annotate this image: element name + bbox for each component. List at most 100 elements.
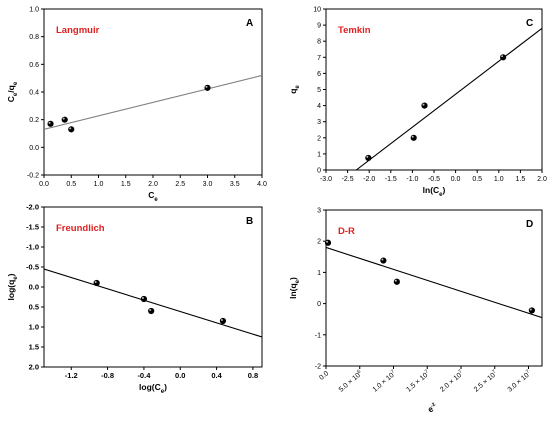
y-tick-label: -0.2 <box>27 173 39 180</box>
panel-letter: B <box>246 216 253 227</box>
data-point <box>528 307 535 314</box>
x-tick-label: 0.0 <box>451 176 461 183</box>
x-tick-label: 4.0 <box>257 181 267 188</box>
fit-line <box>355 27 542 170</box>
y-tick-label: 2 <box>317 239 321 246</box>
y-tick-label: 8 <box>317 39 321 46</box>
y-axis-label: log(qe) <box>6 273 19 300</box>
y-tick-label: 1.5 <box>29 343 39 352</box>
data-point <box>140 295 148 303</box>
x-tick-label: 0.5 <box>472 176 482 183</box>
data-point <box>393 278 400 285</box>
y-tick-label: 0.5 <box>29 303 39 312</box>
data-point <box>365 154 372 162</box>
x-tick-label: -3.0 <box>320 176 332 183</box>
x-tick-label: 0.8 <box>248 371 258 380</box>
y-tick-label: 9 <box>317 23 321 30</box>
x-tick-label: 0.0 <box>175 371 185 380</box>
x-tick-label: -1.2 <box>65 371 78 380</box>
x-tick-label: 2.5 × 107 <box>472 368 500 393</box>
y-tick-label: -1 <box>315 332 321 339</box>
data-point-highlight <box>149 309 152 311</box>
y-tick-label: -0.5 <box>26 263 39 272</box>
y-tick-label: 0.2 <box>29 117 39 124</box>
x-tick-label: 0.5 <box>66 181 76 188</box>
y-tick-label: 3 <box>317 119 321 126</box>
y-tick-label: 0 <box>317 168 321 175</box>
data-point-highlight <box>48 121 51 124</box>
x-tick-label: 2.0 <box>537 176 547 183</box>
y-tick-label: 5 <box>317 87 321 94</box>
panel-letter: D <box>526 219 533 230</box>
data-point-highlight <box>69 127 72 130</box>
model-label: Langmuir <box>56 25 100 36</box>
data-point-highlight <box>220 319 223 321</box>
y-tick-label: 0.6 <box>29 62 39 69</box>
x-tick-label: 2.0 <box>148 181 158 188</box>
model-label: Temkin <box>338 25 371 36</box>
data-point <box>47 120 54 127</box>
data-point <box>324 239 332 246</box>
y-axis-label: ln(qe) <box>288 277 301 299</box>
x-tick-label: 5.0 × 106 <box>337 368 365 393</box>
x-tick-label: 0.0 <box>39 181 49 188</box>
data-point-highlight <box>422 103 425 106</box>
data-point-highlight <box>62 117 65 120</box>
y-tick-label: 4 <box>317 103 321 110</box>
x-tick-label: 1.5 × 107 <box>404 368 432 393</box>
x-tick-label: 1.5 <box>516 176 526 183</box>
x-tick-label: 3.0 <box>203 181 213 188</box>
data-point-highlight <box>94 281 97 283</box>
x-tick-label: 3.5 <box>230 181 240 188</box>
y-axis-label: qe <box>288 85 301 94</box>
x-axis-label: Ce <box>148 190 158 203</box>
panel-letter: C <box>526 18 533 29</box>
fit-line <box>326 246 542 319</box>
data-point-highlight <box>501 55 504 58</box>
x-tick-label: 0.0 <box>318 370 330 382</box>
fit-line <box>44 268 262 338</box>
data-point-highlight <box>411 135 414 138</box>
x-tick-label: 0.4 <box>211 371 222 380</box>
y-tick-label: 2.0 <box>29 363 39 372</box>
data-point <box>500 54 507 61</box>
y-tick-label: 2 <box>317 135 321 142</box>
x-tick-label: 2.0 × 107 <box>438 368 466 393</box>
x-axis-label: log(Ce) <box>139 382 167 395</box>
panel-a: 0.0 0.5 1.0 1.5 2.0 2.5 3.0 3.5 4.0-0.20.00.20.4… <box>6 7 267 204</box>
x-tick-label: -2.0 <box>363 176 375 183</box>
data-point <box>148 307 155 315</box>
data-point-highlight <box>366 155 369 158</box>
data-point <box>410 134 417 141</box>
y-tick-label: 0.8 <box>29 34 39 41</box>
data-point-highlight <box>529 308 532 311</box>
x-tick-label: -0.5 <box>428 176 440 183</box>
data-point <box>68 126 75 133</box>
x-tick-label: -0.4 <box>137 371 151 380</box>
data-point <box>93 279 100 287</box>
x-tick-label: 1.0 × 107 <box>370 368 398 393</box>
x-axis-label: e-2 <box>425 401 439 415</box>
data-point-highlight <box>205 85 208 88</box>
y-tick-label: -1.5 <box>26 223 39 232</box>
model-label: Freundlich <box>56 223 105 234</box>
y-tick-label: -2 <box>315 364 321 371</box>
panel-letter: A <box>246 18 253 29</box>
y-tick-label: 10 <box>313 7 321 14</box>
x-tick-label: -1.0 <box>406 176 418 183</box>
y-tick-label: 7 <box>317 55 321 62</box>
panel-b: -1.2 -0.8 -0.4 0.0 0.4 0.8 -2.0 -1.5 -1.0 -0.5 0.0… <box>6 203 263 395</box>
x-tick-label: -1.5 <box>385 176 397 183</box>
x-tick-label: 1.5 <box>121 181 131 188</box>
data-point <box>219 317 227 325</box>
data-point-highlight <box>141 297 144 299</box>
x-axis-label: ln(Ce) <box>423 185 446 198</box>
y-tick-label: -2.0 <box>26 203 39 212</box>
x-tick-label: -2.5 <box>342 176 354 183</box>
data-point-highlight <box>381 258 384 261</box>
y-tick-label: 1 <box>317 270 321 277</box>
x-tick-label: 2.5 <box>175 181 185 188</box>
data-point <box>380 257 387 264</box>
